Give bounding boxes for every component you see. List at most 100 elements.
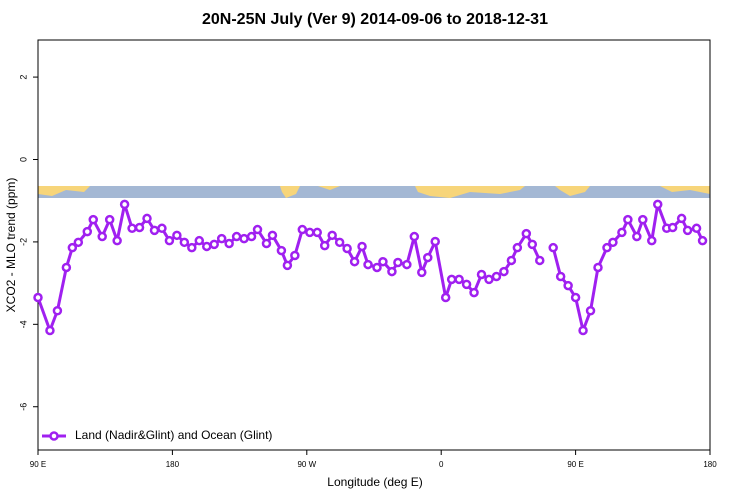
x-tick-label: 90 W [297,460,316,469]
data-point [142,213,152,224]
data-point [461,279,472,290]
data-point [647,235,657,246]
data-point [454,274,464,285]
data-point [593,262,603,273]
data-point [61,262,72,273]
data-point [52,305,63,316]
data-point [409,231,420,242]
data-point [417,267,427,278]
chart-title: 20N-25N July (Ver 9) 2014-09-06 to 2018-… [202,11,548,28]
data-point [393,257,403,268]
legend-label: Land (Nadir&Glint) and Ocean (Glint) [75,428,272,442]
data-point [239,233,249,244]
data-point [246,231,257,242]
data-point [297,224,308,235]
data-point [691,223,702,234]
data-point [104,214,115,225]
data-point [378,256,388,267]
data-point [372,262,382,273]
data-point [563,280,573,291]
data-point [97,231,107,242]
data-point [305,227,315,238]
data-point [632,231,642,242]
data-point [342,243,352,254]
data-point [267,230,278,241]
data-point [469,287,479,298]
data-point [252,224,263,235]
y-tick-label: -4 [18,320,28,328]
data-point [570,292,581,303]
data-point [638,214,648,225]
data-point [261,238,272,249]
y-tick-label: -2 [18,238,28,246]
data-point [349,256,360,267]
map-strip [38,186,710,198]
data-point [578,325,588,336]
data-point [45,325,55,336]
data-point [387,266,397,277]
data-point [164,235,175,246]
data-point [652,199,663,210]
data-point [527,239,538,250]
data-point [327,230,337,241]
data-point [423,252,433,263]
data-point [682,225,693,236]
x-tick-label: 180 [703,460,717,469]
legend-marker [49,431,59,441]
data-point [535,255,545,266]
data-point [209,239,219,250]
data-point [602,242,612,253]
data-point [357,241,367,252]
data-point [172,230,182,241]
data-point [506,255,517,266]
data-point [134,222,145,233]
data-point [667,222,678,233]
x-tick-label: 90 E [567,460,583,469]
y-tick-label: -6 [18,403,28,411]
data-point [82,226,93,237]
data-point [73,237,84,248]
data-point [623,214,633,225]
data-point [201,241,212,252]
data-point [334,237,345,248]
data-point [491,271,502,282]
data-point [67,242,78,253]
data-point [276,245,287,256]
data-point [440,292,451,303]
x-tick-label: 0 [439,460,444,469]
data-point [585,305,596,316]
data-point [119,199,130,210]
data-point [312,227,323,238]
data-point [194,235,205,246]
data-point [484,274,494,285]
data-point [676,213,687,224]
data-point [127,223,137,234]
data-point [33,292,43,303]
plot-frame [37,39,711,451]
y-axis-label: XCO2 - MLO trend (ppm) [4,178,18,313]
x-axis-label: Longitude (deg E) [327,475,422,489]
data-point [499,266,509,277]
data-point [282,260,293,271]
data-point [157,223,167,234]
data-point [149,225,160,236]
data-point [548,242,558,253]
data-point [521,228,532,239]
y-tick-label: 2 [18,75,28,80]
data-point [512,242,523,253]
data-point [555,271,566,282]
legend: Land (Nadir&Glint) and Ocean (Glint) [42,428,272,442]
data-point [88,214,99,225]
y-tick-label: 0 [18,157,28,162]
data-point [402,259,412,270]
x-tick-label: 90 E [30,460,46,469]
data-point [697,235,708,246]
data-point [476,269,487,280]
data-point [446,274,457,285]
data-point [617,227,627,238]
data-point [319,240,330,251]
data-point [430,236,440,247]
data-point [231,231,242,242]
data-point [608,237,618,248]
